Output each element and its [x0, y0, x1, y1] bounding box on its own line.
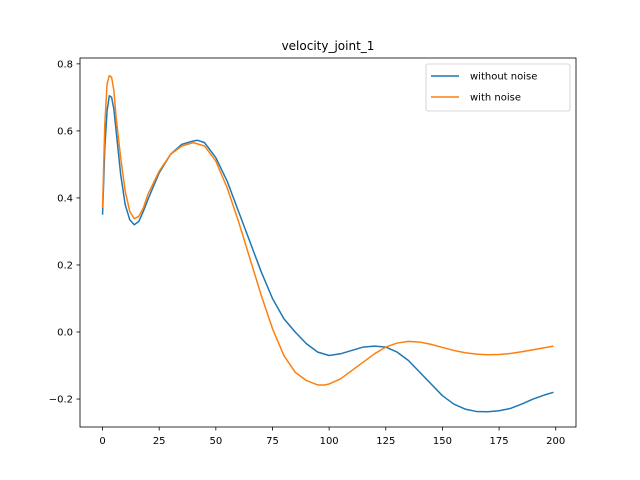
- y-tick-label: 0.6: [57, 126, 73, 137]
- y-tick-label: 0.0: [57, 328, 73, 339]
- legend-box: [425, 63, 571, 112]
- x-tick-label: 200: [546, 436, 565, 447]
- x-tick-label: 75: [266, 436, 279, 447]
- y-tick-label: −0.2: [49, 395, 73, 406]
- legend: without noise with noise: [425, 63, 571, 112]
- x-tick-label: 50: [209, 436, 222, 447]
- axis-ticks: 0 25 50 75 100 125 150 175 200 −0.2 0.0 0.2 0.4 0.6 0.…: [49, 59, 566, 447]
- series-line-without-noise: [101, 94, 554, 413]
- legend-label: without noise: [470, 72, 537, 83]
- x-tick-label: 25: [153, 436, 166, 447]
- x-tick-label: 150: [433, 436, 452, 447]
- x-tick-label: 175: [490, 436, 509, 447]
- series-line-with-noise: [101, 74, 554, 386]
- x-tick-label: 125: [376, 436, 395, 447]
- x-tick-label: 0: [99, 436, 105, 447]
- y-tick-label: 0.2: [57, 260, 73, 271]
- legend-label: with noise: [470, 93, 521, 104]
- x-tick-label: 100: [320, 436, 339, 447]
- chart-title: velocity_joint_1: [282, 39, 375, 53]
- y-tick-label: 0.8: [57, 59, 73, 70]
- y-tick-label: 0.4: [57, 193, 73, 204]
- plot-area-frame: [79, 57, 577, 428]
